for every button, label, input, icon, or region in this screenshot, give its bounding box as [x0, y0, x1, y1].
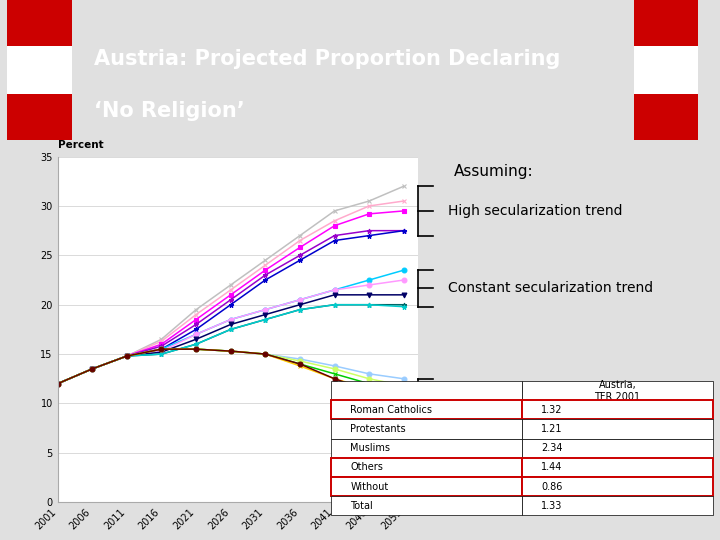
Text: High secularization trend: High secularization trend [448, 204, 622, 218]
Text: ‘No Religion’: ‘No Religion’ [94, 101, 244, 121]
Bar [7, 46, 72, 94]
Text: Constant secularization trend: Constant secularization trend [448, 281, 653, 295]
Bar [7, 0, 72, 46]
Bar [634, 93, 698, 140]
Bar [7, 93, 72, 140]
Bar [634, 0, 698, 46]
Text: Austria: Projected Proportion Declaring: Austria: Projected Proportion Declaring [94, 49, 560, 69]
Bar [634, 46, 698, 94]
Text: Assuming:: Assuming: [454, 164, 534, 179]
Text: Percent: Percent [58, 140, 103, 151]
Text: Low secularization trend: Low secularization trend [448, 382, 618, 396]
